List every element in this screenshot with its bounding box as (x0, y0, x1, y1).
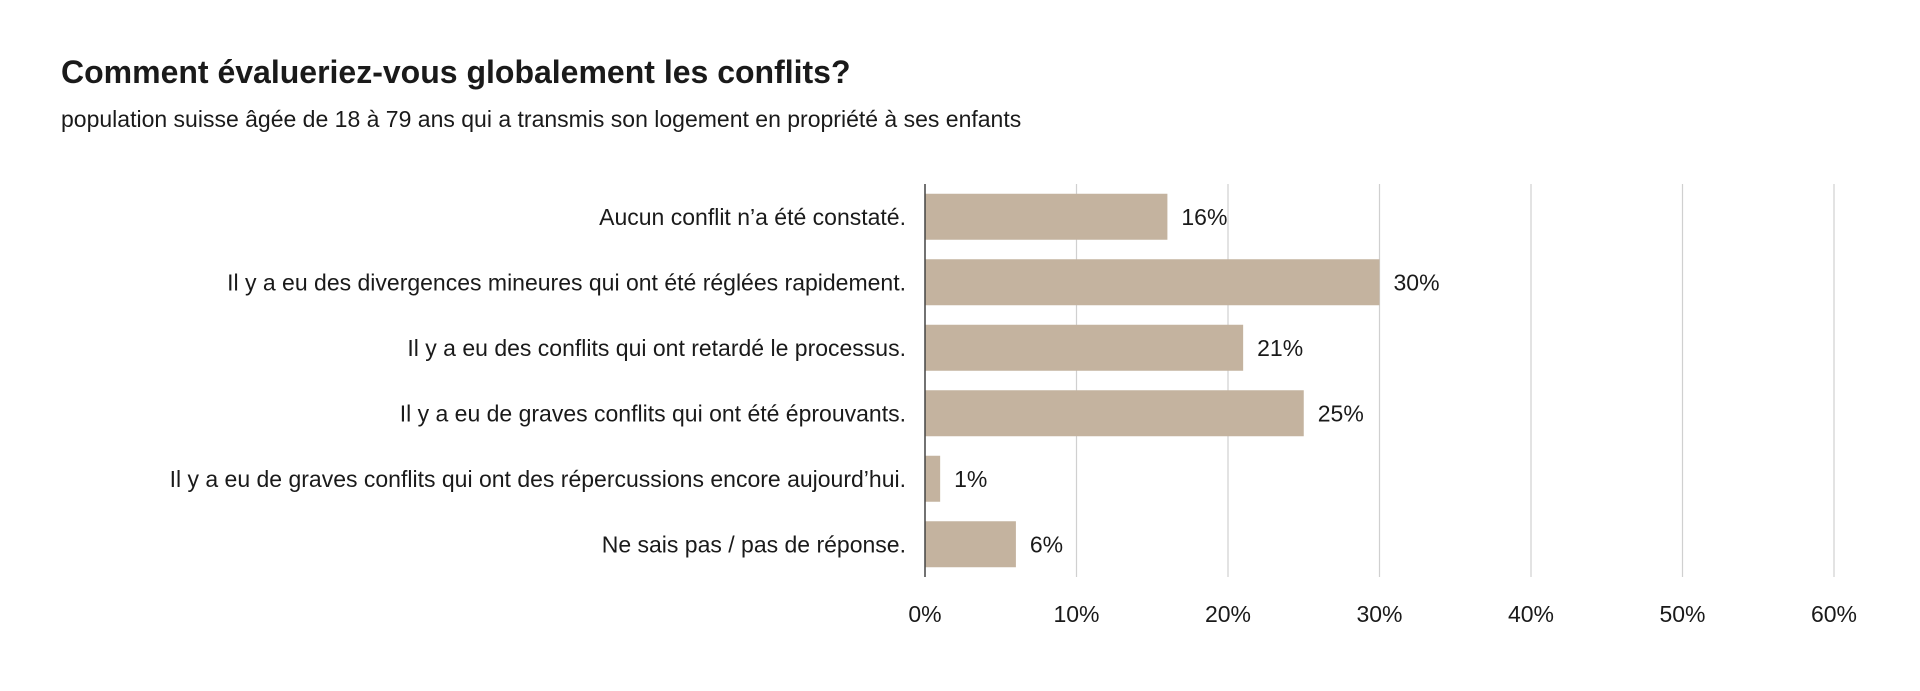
x-tick-label: 20% (1205, 601, 1251, 627)
bar (925, 521, 1016, 568)
bar (925, 193, 1168, 240)
data-label: 25% (1318, 400, 1364, 426)
x-tick-label: 10% (1053, 601, 1099, 627)
x-tick-label: 30% (1356, 601, 1402, 627)
x-tick-label: 40% (1508, 601, 1554, 627)
chart-subtitle: population suisse âgée de 18 à 79 ans qu… (61, 106, 1022, 132)
x-tick-label: 0% (908, 601, 941, 627)
category-label: Il y a eu des divergences mineures qui o… (227, 269, 906, 295)
data-label: 6% (1030, 531, 1063, 557)
x-tick-label: 50% (1659, 601, 1705, 627)
bar (925, 259, 1380, 306)
data-label: 21% (1257, 335, 1303, 361)
category-label: Il y a eu de graves conflits qui ont des… (170, 466, 906, 492)
category-label: Il y a eu des conflits qui ont retardé l… (407, 335, 906, 361)
data-label: 1% (954, 466, 987, 492)
data-label: 16% (1181, 204, 1227, 230)
category-label: Aucun conflit n’a été constaté. (599, 204, 906, 230)
bar (925, 455, 941, 502)
bar (925, 390, 1304, 437)
category-label: Ne sais pas / pas de réponse. (602, 531, 906, 557)
data-label: 30% (1394, 269, 1440, 295)
bar (925, 324, 1244, 371)
chart-title: Comment évalueriez-vous globalement les … (61, 54, 851, 90)
category-label: Il y a eu de graves conflits qui ont été… (400, 400, 906, 426)
x-tick-label: 60% (1811, 601, 1857, 627)
